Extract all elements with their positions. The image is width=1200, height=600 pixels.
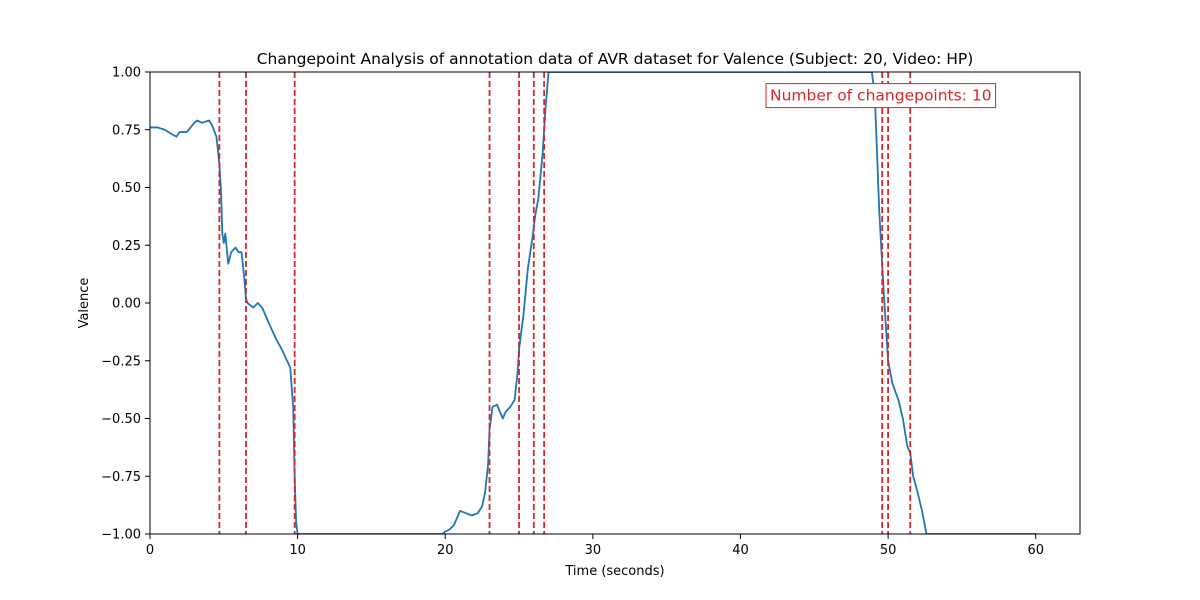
y-tick-label: 0.25 — [112, 239, 141, 254]
y-tick-label: −0.50 — [101, 412, 141, 427]
y-tick-label: −0.25 — [101, 354, 141, 369]
y-tick-label: 0.75 — [112, 123, 141, 138]
y-tick-label: 1.00 — [112, 66, 141, 81]
x-tick-label: 20 — [437, 543, 454, 558]
x-axis-label: Time (seconds) — [564, 564, 664, 579]
x-tick-label: 10 — [289, 543, 306, 558]
x-tick-label: 50 — [880, 543, 897, 558]
y-tick-label: 0.50 — [112, 181, 141, 196]
x-tick-label: 60 — [1027, 543, 1044, 558]
axes: 0 10 20 30 40 50 60 −1.00 −0.75 −0.50 −0.25 0.00 0.2… — [101, 66, 1081, 558]
series-line-0 — [150, 72, 1037, 534]
y-tick-label: −1.00 — [101, 528, 141, 543]
chart-title: Changepoint Analysis of annotation data … — [257, 50, 974, 68]
x-tick-label: 0 — [146, 543, 154, 558]
y-tick-label: 0.00 — [112, 297, 141, 312]
y-axis-label: Valence — [77, 278, 92, 329]
changepoint-count-annotation: Number of changepoints: 10 — [765, 83, 997, 109]
x-tick-label: 40 — [732, 543, 749, 558]
y-tick-label: −0.75 — [101, 470, 141, 485]
changepoint-count-box — [765, 83, 997, 109]
changepoint-count-text: Number of changepoints: 10 — [770, 87, 992, 105]
plot-area — [150, 72, 1037, 534]
x-tick-label: 30 — [585, 543, 602, 558]
